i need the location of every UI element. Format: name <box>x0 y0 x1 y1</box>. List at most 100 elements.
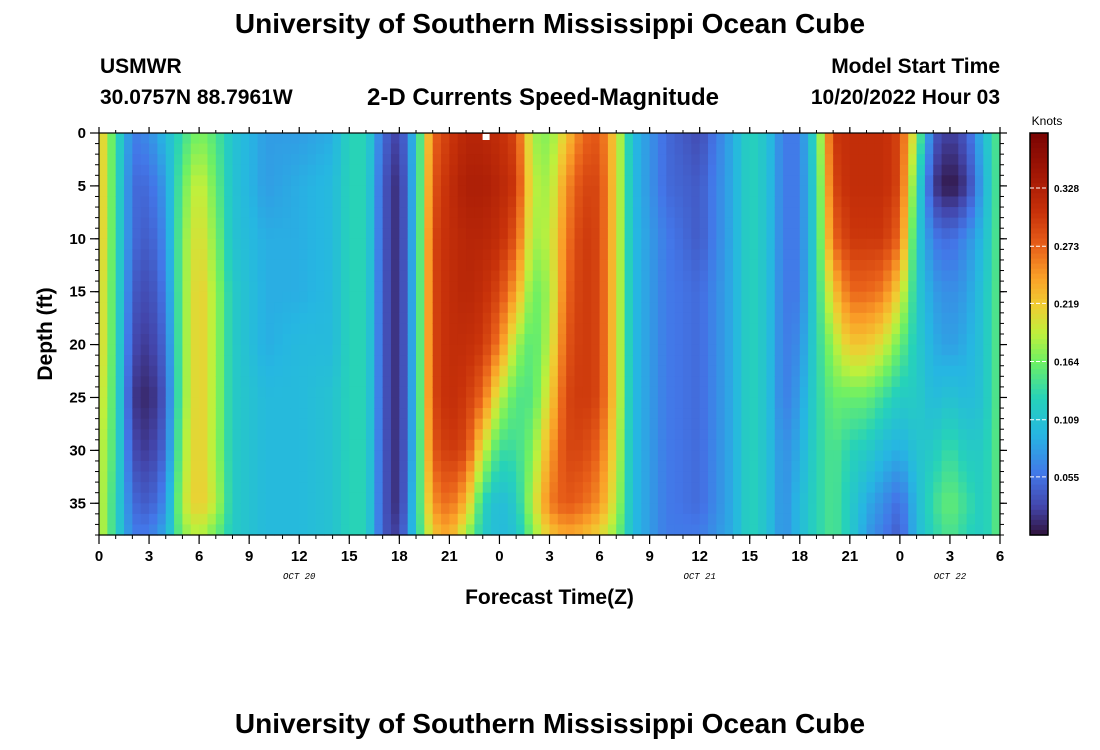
heatmap-cell <box>657 429 667 441</box>
heatmap-cell <box>599 344 609 356</box>
heatmap-cell <box>182 471 192 483</box>
heatmap-cell <box>891 334 901 346</box>
heatmap-cell <box>174 281 184 293</box>
heatmap-cell <box>491 164 501 176</box>
heatmap-cell <box>491 503 501 515</box>
heatmap-cell <box>916 513 926 526</box>
heatmap-cell <box>349 217 359 229</box>
heatmap-cell <box>874 439 884 451</box>
heatmap-cell <box>632 207 642 219</box>
heatmap-cell <box>566 185 576 198</box>
heatmap-cell <box>107 365 117 377</box>
heatmap-cell <box>916 217 926 229</box>
y-tick-label: 10 <box>69 231 86 248</box>
heatmap-cell <box>833 133 843 145</box>
heatmap-cell <box>833 408 843 420</box>
heatmap-cell <box>507 524 517 536</box>
heatmap-cell <box>249 207 259 219</box>
heatmap-cell <box>466 259 476 272</box>
heatmap-cell <box>949 143 959 155</box>
heatmap-cell <box>474 355 484 367</box>
heatmap-cell <box>382 228 392 240</box>
heatmap-cell <box>507 450 517 462</box>
heatmap-cell <box>457 408 467 420</box>
heatmap-cell <box>307 471 317 483</box>
heatmap-cell <box>107 323 117 335</box>
heatmap-cell <box>666 228 676 240</box>
heatmap-cell <box>265 196 275 208</box>
x-tick-label: 21 <box>841 548 858 565</box>
heatmap-cell <box>816 175 826 187</box>
heatmap-cell <box>991 386 1001 399</box>
heatmap-cell <box>682 524 692 536</box>
heatmap-cell <box>591 344 601 356</box>
heatmap-cell <box>499 386 509 399</box>
heatmap-cell <box>674 344 684 356</box>
heatmap-cell <box>340 217 350 229</box>
heatmap-cell <box>491 185 501 198</box>
heatmap-cell <box>190 228 200 240</box>
heatmap-cell <box>190 460 200 473</box>
heatmap-cell <box>699 482 709 494</box>
heatmap-cell <box>799 482 809 494</box>
heatmap-cell <box>908 291 918 303</box>
heatmap-cell <box>949 524 959 536</box>
heatmap-cell <box>716 154 726 166</box>
heatmap-cell <box>149 238 158 250</box>
heatmap-cell <box>783 418 793 430</box>
heatmap-cell <box>240 355 250 367</box>
heatmap-cell <box>282 217 292 229</box>
colorbar-segment <box>1030 494 1048 501</box>
heatmap-cell <box>766 376 776 388</box>
heatmap-cell <box>332 133 342 145</box>
heatmap-cell <box>958 323 968 335</box>
heatmap-cell <box>349 482 359 494</box>
heatmap-cell <box>524 471 534 483</box>
heatmap-cell <box>124 270 133 282</box>
heatmap-cell <box>532 323 542 335</box>
heatmap-cell <box>132 492 142 504</box>
heatmap-cell <box>824 450 834 462</box>
heatmap-cell <box>674 503 684 515</box>
heatmap-cell <box>132 355 142 367</box>
heatmap-cell <box>557 133 567 145</box>
heatmap-cell <box>666 334 676 346</box>
heatmap-cell <box>724 397 734 409</box>
heatmap-cell <box>599 460 609 473</box>
heatmap-cell <box>407 397 417 409</box>
heatmap-cell <box>340 503 350 515</box>
heatmap-cell <box>949 154 959 166</box>
heatmap-cell <box>307 524 317 536</box>
heatmap-cell <box>616 175 626 187</box>
heatmap-cell <box>324 513 334 526</box>
heatmap-cell <box>632 418 642 430</box>
heatmap-cell <box>841 217 851 229</box>
heatmap-cell <box>833 365 843 377</box>
heatmap-cell <box>716 291 726 303</box>
heatmap-cell <box>924 344 934 356</box>
heatmap-cell <box>232 175 242 187</box>
heatmap-cell <box>265 482 275 494</box>
heatmap-cell <box>549 513 559 526</box>
heatmap-cell <box>983 460 993 473</box>
heatmap-cell <box>432 143 442 155</box>
heatmap-cell <box>874 524 884 536</box>
heatmap-cell <box>666 376 676 388</box>
heatmap-cell <box>666 175 676 187</box>
heatmap-cell <box>582 323 592 335</box>
heatmap-cell <box>299 207 309 219</box>
heatmap-cell <box>716 450 726 462</box>
heatmap-cell <box>691 524 701 536</box>
heatmap-cell <box>307 302 317 314</box>
heatmap-cell <box>466 238 476 250</box>
heatmap-cell <box>724 143 734 155</box>
heatmap-cell <box>215 513 225 526</box>
heatmap-cell <box>240 228 250 240</box>
heatmap-cell <box>941 334 951 346</box>
heatmap-cell <box>708 238 717 250</box>
heatmap-cell <box>240 450 250 462</box>
heatmap-cell <box>532 143 542 155</box>
heatmap-cell <box>424 281 434 293</box>
heatmap-cell <box>282 408 292 420</box>
heatmap-cell <box>149 217 158 229</box>
